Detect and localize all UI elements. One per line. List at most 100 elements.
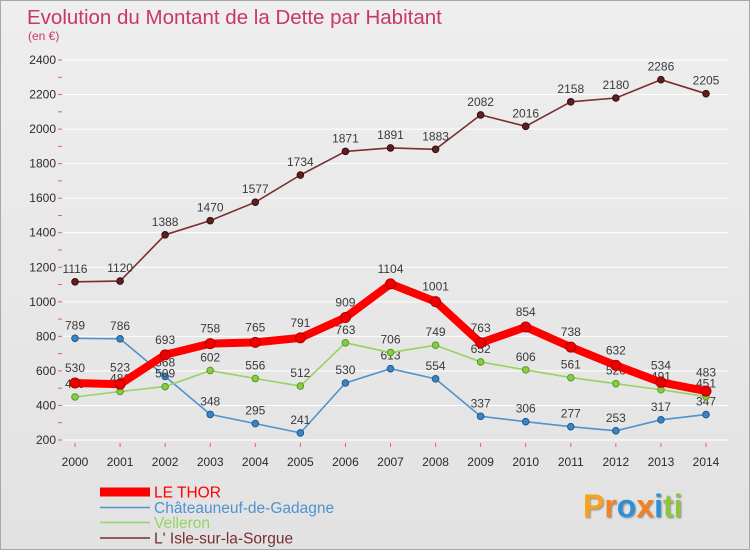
y-tick-label-800: 800 (36, 329, 56, 343)
point-le-thor-2002 (159, 349, 171, 361)
point-chateauneuf-de-gadagne-2012 (612, 427, 620, 435)
x-tick-label-2011: 2011 (558, 455, 584, 469)
point-l-isle-sur-la-sorgue-2005 (296, 171, 305, 179)
value-label-l-isle-sur-la-sorgue-2008: 1883 (422, 129, 449, 143)
value-label-le-thor-2011: 738 (561, 325, 581, 339)
value-label-le-thor-2000: 530 (65, 361, 85, 375)
point-chateauneuf-de-gadagne-2002 (161, 372, 169, 381)
legend-label-l-isle-sur-la-sorgue: L' Isle-sur-la-Sorgue (154, 531, 293, 548)
value-label-velleron-2006: 763 (335, 323, 355, 337)
value-label-l-isle-sur-la-sorgue-2006: 1871 (332, 131, 359, 145)
x-tick-label-2002: 2002 (152, 455, 179, 469)
x-tick-label-2014: 2014 (693, 455, 720, 469)
legend: LE THOR Châteauneuf-de-Gadagne Velleron … (100, 485, 334, 548)
value-label-velleron-2011: 561 (561, 358, 581, 372)
series-layer: 1116 1120 1388 1470 1577 1734 1871 1891 1883 2082… (63, 60, 720, 437)
value-label-chateauneuf-de-gadagne-2006: 530 (335, 363, 355, 377)
x-tick-label-2008: 2008 (422, 455, 449, 469)
x-tick-label-2013: 2013 (648, 455, 675, 469)
x-tick-label-2000: 2000 (62, 455, 89, 469)
point-le-thor-2011 (565, 341, 577, 353)
point-le-thor-2003 (204, 338, 216, 350)
value-label-velleron-2003: 602 (200, 351, 220, 365)
point-le-thor-2010 (520, 321, 532, 333)
point-l-isle-sur-la-sorgue-2007 (386, 144, 395, 152)
value-label-chateauneuf-de-gadagne-2005: 241 (290, 413, 310, 427)
axes: 200 400 600 800 1000 1200 1400 1600 1800 2000 2200… (29, 53, 719, 469)
value-label-l-isle-sur-la-sorgue-2005: 1734 (287, 155, 314, 169)
legend-item-l-isle-sur-la-sorgue: L' Isle-sur-la-Sorgue (100, 531, 293, 548)
point-le-thor-2004 (249, 336, 261, 348)
legend-label-chateauneuf-de-gadagne: Châteauneuf-de-Gadagne (154, 500, 334, 517)
value-label-le-thor-2009: 763 (471, 321, 491, 335)
value-label-chateauneuf-de-gadagne-2010: 306 (516, 402, 536, 416)
point-l-isle-sur-la-sorgue-2009 (476, 111, 485, 119)
point-chateauneuf-de-gadagne-2006 (341, 379, 350, 387)
value-label-l-isle-sur-la-sorgue-2011: 2158 (557, 82, 584, 96)
point-l-isle-sur-la-sorgue-2008 (431, 145, 440, 154)
value-label-le-thor-2006: 909 (335, 296, 355, 310)
value-label-l-isle-sur-la-sorgue-2014: 2205 (693, 74, 720, 88)
value-label-chateauneuf-de-gadagne-2008: 554 (426, 359, 446, 373)
value-label-velleron-2005: 512 (290, 366, 310, 380)
point-chateauneuf-de-gadagne-2014 (702, 410, 710, 419)
point-l-isle-sur-la-sorgue-2013 (657, 75, 665, 84)
point-l-isle-sur-la-sorgue-2004 (251, 198, 260, 206)
value-label-chateauneuf-de-gadagne-2009: 337 (471, 396, 491, 410)
point-chateauneuf-de-gadagne-2000 (71, 334, 79, 343)
value-label-le-thor-2004: 765 (245, 320, 265, 334)
value-label-le-thor-2001: 523 (110, 361, 130, 375)
value-label-le-thor-2005: 791 (290, 316, 310, 330)
x-tick-label-2001: 2001 (107, 455, 134, 469)
value-label-le-thor-2008: 1001 (422, 280, 449, 294)
point-l-isle-sur-la-sorgue-2002 (161, 231, 169, 239)
gridlines (63, 59, 728, 441)
legend-item-chateauneuf-de-gadagne: Châteauneuf-de-Gadagne (100, 500, 334, 517)
value-label-le-thor-2014: 483 (696, 366, 716, 380)
y-tick-label-2400: 2400 (29, 53, 56, 67)
value-label-l-isle-sur-la-sorgue-2004: 1577 (242, 182, 269, 196)
proxiti-logo: Proxiti (583, 488, 683, 524)
point-chateauneuf-de-gadagne-2001 (116, 334, 124, 343)
x-tick-label-2012: 2012 (603, 455, 630, 469)
point-l-isle-sur-la-sorgue-2011 (566, 98, 575, 106)
value-label-chateauneuf-de-gadagne-2011: 277 (561, 407, 581, 421)
series-le-thor: 530 523 693 758 765 791 909 1104 1001 763 854 738 63… (65, 262, 716, 397)
point-velleron-2009 (476, 358, 485, 366)
legend-label-le-thor: LE THOR (154, 485, 221, 502)
value-label-velleron-2008: 749 (426, 325, 446, 339)
value-label-le-thor-2002: 693 (155, 333, 175, 347)
point-velleron-2007 (386, 348, 395, 357)
x-tick-label-2006: 2006 (332, 455, 359, 469)
point-le-thor-2014 (700, 385, 712, 397)
value-label-chateauneuf-de-gadagne-2012: 253 (606, 411, 626, 425)
value-label-l-isle-sur-la-sorgue-2003: 1470 (197, 201, 224, 215)
legend-item-velleron: Velleron (100, 515, 210, 532)
y-tick-label-1000: 1000 (29, 295, 56, 309)
point-chateauneuf-de-gadagne-2005 (296, 429, 305, 437)
value-label-velleron-2002: 509 (155, 367, 175, 381)
point-chateauneuf-de-gadagne-2013 (657, 415, 665, 424)
point-le-thor-2001 (114, 378, 126, 390)
point-velleron-2000 (71, 393, 79, 401)
value-label-l-isle-sur-la-sorgue-2012: 2180 (603, 78, 630, 92)
point-l-isle-sur-la-sorgue-2006 (341, 147, 350, 156)
point-le-thor-2006 (339, 312, 351, 324)
y-tick-label-1200: 1200 (29, 260, 56, 274)
point-velleron-2011 (566, 373, 575, 382)
value-label-velleron-2004: 556 (245, 359, 265, 373)
point-velleron-2006 (341, 338, 350, 347)
y-tick-label-400: 400 (36, 398, 56, 412)
value-label-velleron-2010: 606 (516, 350, 536, 364)
legend-item-le-thor: LE THOR (100, 485, 221, 502)
point-le-thor-2012 (610, 359, 622, 371)
point-velleron-2003 (206, 366, 215, 375)
point-l-isle-sur-la-sorgue-2000 (71, 277, 79, 286)
chart-subtitle: (en €) (28, 29, 59, 43)
value-label-l-isle-sur-la-sorgue-2007: 1891 (377, 128, 404, 142)
series-l-isle-sur-la-sorgue: 1116 1120 1388 1470 1577 1734 1871 1891 1883 2082… (63, 60, 720, 286)
point-le-thor-2007 (385, 278, 396, 290)
point-le-thor-2000 (69, 377, 81, 389)
point-l-isle-sur-la-sorgue-2003 (206, 216, 215, 225)
